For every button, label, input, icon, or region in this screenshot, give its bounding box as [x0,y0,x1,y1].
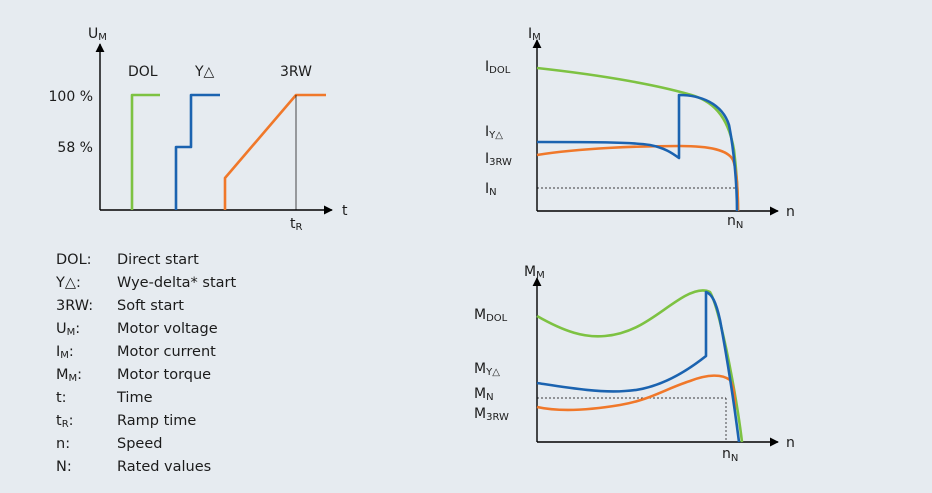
voltage-x-axis-label: t [342,203,348,219]
legend-key: Y△: [55,275,81,291]
current-dol-curve [536,66,740,212]
legend-desc: Motor voltage [117,321,218,337]
legend-desc: Soft start [117,298,184,314]
current-dol-label: IDOL [485,59,511,76]
method-label-dol: DOL [128,64,158,80]
current-wye-delta-curve [536,93,739,212]
legend-key: DOL: [56,252,92,268]
legend-key: t: [56,390,67,406]
voltage-y-axis-label: UM [88,26,107,43]
current-soft-start-label: I3RW [485,151,512,168]
torque-x-axis-label: n [786,435,795,451]
legend-key: n: [56,436,70,452]
current-chart: IM n nN IDOL IY△ I3RW IN [485,26,795,231]
legend-desc: Rated values [117,459,211,475]
legend-desc: Ramp time [117,413,196,429]
torque-dol-curve [536,289,744,443]
torque-wye-delta-label: MY△ [474,361,500,378]
current-soft-start-curve [536,144,740,212]
torque-rated-speed-label: nN [722,446,738,464]
legend-desc: Time [116,390,153,406]
torque-soft-start-label: M3RW [474,406,509,423]
torque-y-axis-label: MM [524,264,545,281]
legend-key: IM: [56,344,74,361]
legend-desc: Wye-delta* start [117,275,236,291]
method-label-soft: 3RW [280,64,312,80]
current-rated-label: IN [485,181,497,198]
torque-chart: MM n nN MDOL MY△ MN M3RW [474,264,795,464]
legend-key: UM: [56,321,80,338]
current-x-axis-label: n [786,204,795,220]
torque-wye-delta-curve [536,290,741,443]
legend-desc: Motor torque [117,367,211,383]
voltage-soft-start-line [223,93,326,210]
voltage-dol-line [130,93,160,210]
current-rated-speed-label: nN [727,213,743,231]
voltage-chart: UM t 100 % 58 % DOL Y△ 3RW tR [49,26,348,233]
voltage-wye-delta-line [174,93,220,210]
ramp-time-tick-label: tR [290,216,303,233]
current-y-axis-label: IM [528,26,541,43]
legend-desc: Speed [117,436,162,452]
legend-desc: Motor current [117,344,216,360]
tick-100-percent: 100 % [49,89,93,105]
legend-desc: Direct start [117,252,199,268]
current-wye-delta-label: IY△ [485,124,503,141]
legend-key: 3RW: [56,298,93,314]
torque-soft-start-curve [536,374,737,412]
torque-rated-label: MN [474,386,494,403]
tick-58-percent: 58 % [57,140,93,156]
torque-dol-label: MDOL [474,307,508,324]
legend-key: tR: [56,413,74,430]
legend-key: N: [56,459,72,475]
legend: DOL: Direct start Y△: Wye-delta* start 3… [55,252,236,475]
method-label-wye-delta: Y△ [194,64,215,80]
legend-key: MM: [56,367,82,384]
